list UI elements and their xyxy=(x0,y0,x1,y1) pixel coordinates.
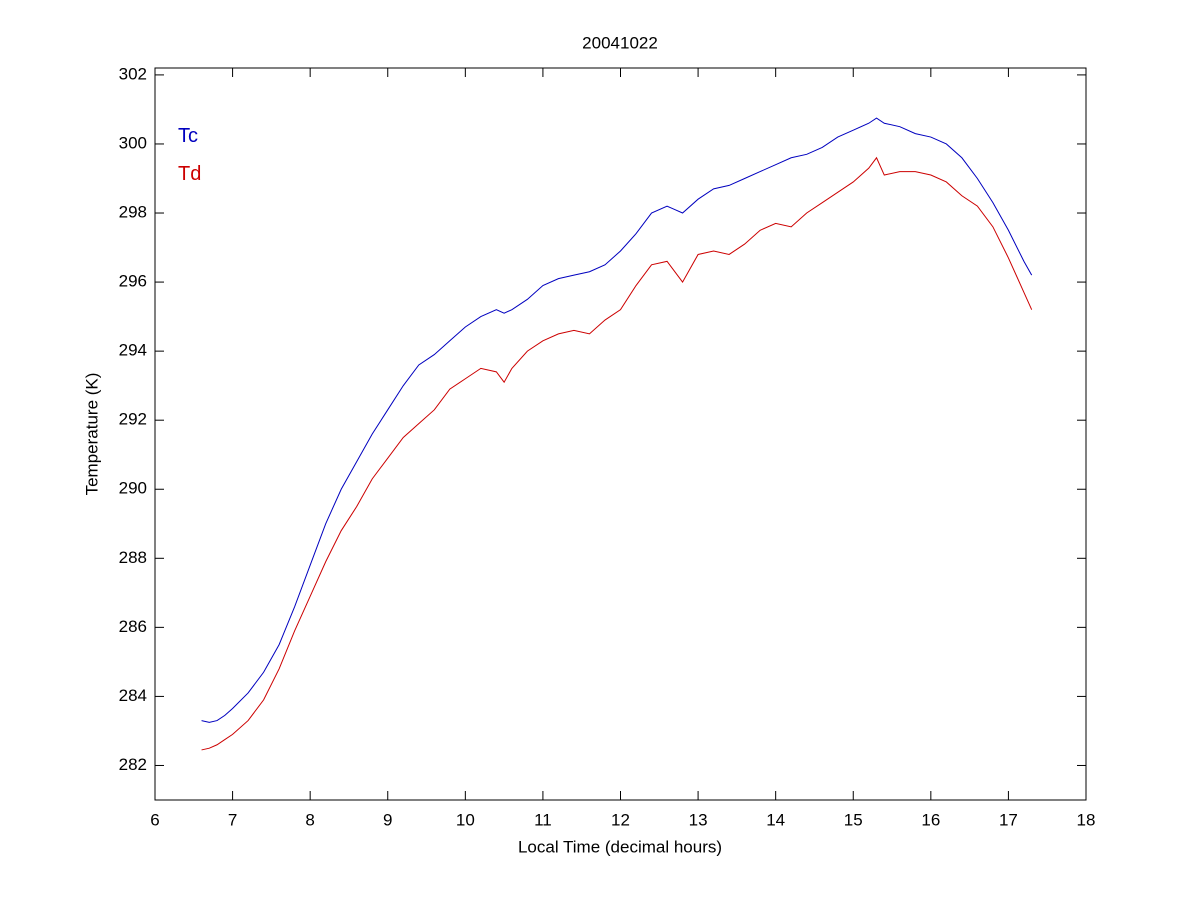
y-tick-label: 286 xyxy=(119,617,147,636)
x-tick-label: 18 xyxy=(1077,810,1096,829)
x-tick-label: 7 xyxy=(228,810,237,829)
x-axis-label: Local Time (decimal hours) xyxy=(518,837,722,856)
x-tick-label: 12 xyxy=(611,810,630,829)
y-tick-label: 292 xyxy=(119,410,147,429)
x-tick-label: 11 xyxy=(534,810,552,829)
x-tick-label: 6 xyxy=(150,810,159,829)
y-tick-label: 290 xyxy=(119,479,147,498)
y-tick-label: 298 xyxy=(119,203,147,222)
y-tick-label: 294 xyxy=(119,341,147,360)
y-tick-label: 282 xyxy=(119,755,147,774)
y-tick-label: 302 xyxy=(119,64,147,83)
x-tick-label: 14 xyxy=(766,810,785,829)
y-tick-label: 300 xyxy=(119,133,147,152)
x-tick-label: 13 xyxy=(689,810,708,829)
x-tick-label: 17 xyxy=(999,810,1018,829)
series-line xyxy=(201,117,1033,723)
y-axis-label: Temperature (K) xyxy=(82,373,101,496)
y-tick-label: 296 xyxy=(119,272,147,291)
x-tick-label: 10 xyxy=(456,810,475,829)
x-tick-label: 8 xyxy=(305,810,314,829)
y-tick-label: 288 xyxy=(119,548,147,567)
x-tick-label: 9 xyxy=(383,810,392,829)
legend-entry: Tc xyxy=(178,125,198,147)
chart-title: 20041022 xyxy=(582,33,658,52)
series-line xyxy=(201,156,1033,751)
plot-box xyxy=(154,67,1087,801)
x-tick-label: 15 xyxy=(844,810,863,829)
legend-entry: Td xyxy=(178,163,202,185)
x-tick-label: 16 xyxy=(921,810,940,829)
y-tick-label: 284 xyxy=(119,686,147,705)
